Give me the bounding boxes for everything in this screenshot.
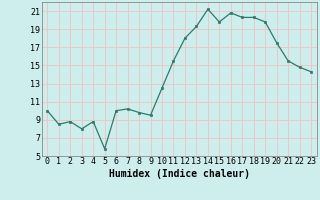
X-axis label: Humidex (Indice chaleur): Humidex (Indice chaleur) [109,169,250,179]
